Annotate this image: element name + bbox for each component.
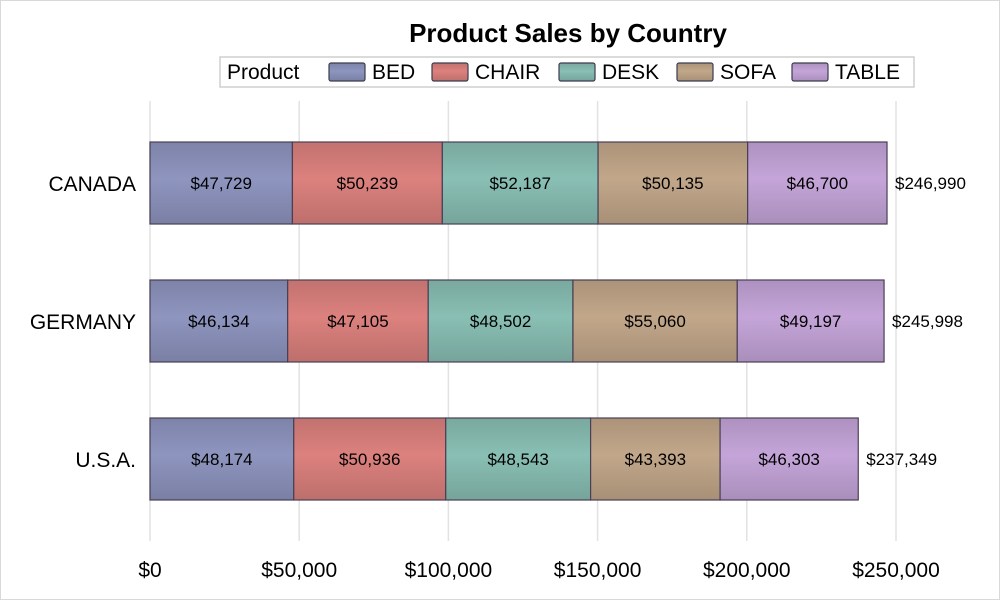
segment-value-label: $55,060: [624, 312, 685, 331]
bar-segment-canada-sofa: [597, 141, 749, 225]
bar-segment-germany-table: [736, 279, 885, 363]
bar-segment-usa-bed: [149, 417, 295, 501]
legend-swatch-sofa: [676, 62, 714, 82]
x-tick-label: $0: [138, 559, 161, 582]
segment-value-label: $46,700: [787, 174, 848, 193]
bar-total-label: $237,349: [866, 450, 937, 469]
segment-value-label: $46,303: [758, 450, 819, 469]
category-label: CANADA: [48, 173, 136, 196]
category-label: U.S.A.: [75, 449, 136, 472]
legend-label-chair: CHAIR: [475, 61, 540, 84]
bar-total-label: $246,990: [895, 174, 966, 193]
legend-swatch-desk: [558, 62, 596, 82]
legend-swatch-table: [791, 62, 829, 82]
segment-value-label: $43,393: [625, 450, 686, 469]
segment-value-label: $48,174: [191, 450, 252, 469]
bar-segment-germany-sofa: [572, 279, 738, 363]
legend-label-desk: DESK: [602, 61, 659, 84]
bar-segment-canada-desk: [441, 141, 599, 225]
segment-value-label: $52,187: [489, 174, 550, 193]
segment-value-label: $46,134: [188, 312, 249, 331]
bar-segment-germany-desk: [427, 279, 574, 363]
x-tick-label: $250,000: [852, 559, 940, 582]
x-tick-label: $50,000: [261, 559, 337, 582]
legend-label-table: TABLE: [835, 61, 900, 84]
bar-segment-canada-table: [747, 141, 888, 225]
segment-value-label: $48,502: [470, 312, 531, 331]
segment-value-label: $50,239: [337, 174, 398, 193]
segment-value-label: $47,729: [190, 174, 251, 193]
bar-segment-usa-chair: [293, 417, 447, 501]
bar-segment-usa-table: [719, 417, 859, 501]
bar-segment-germany-chair: [287, 279, 429, 363]
segment-value-label: $50,936: [339, 450, 400, 469]
legend: Product BED CHAIR DESK SOFA TABLE: [219, 56, 915, 88]
segment-value-label: $47,105: [327, 312, 388, 331]
x-tick-label: $150,000: [554, 559, 642, 582]
legend-swatch-chair: [431, 62, 469, 82]
x-tick-label: $100,000: [405, 559, 493, 582]
legend-title: Product: [227, 61, 300, 84]
segment-value-label: $48,543: [487, 450, 548, 469]
segment-value-label: $49,197: [780, 312, 841, 331]
category-label: GERMANY: [30, 311, 136, 334]
legend-label-sofa: SOFA: [720, 61, 776, 84]
x-tick-label: $200,000: [703, 559, 791, 582]
segment-value-label: $50,135: [642, 174, 703, 193]
bar-total-label: $245,998: [892, 312, 963, 331]
bar-segment-germany-bed: [149, 279, 289, 363]
legend-label-bed: BED: [372, 61, 415, 84]
chart-title: Product Sales by Country: [409, 18, 727, 48]
bar-segment-usa-desk: [445, 417, 592, 501]
legend-swatch-bed: [328, 62, 366, 82]
